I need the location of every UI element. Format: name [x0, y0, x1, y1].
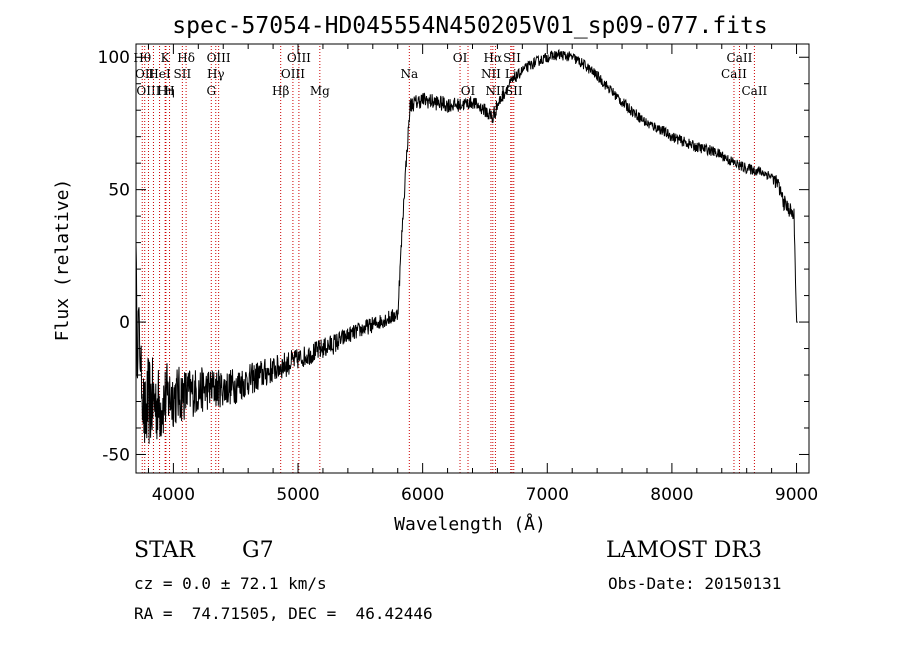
y-tick-label: 100	[98, 48, 130, 68]
line-marker-label: SII	[174, 67, 192, 81]
redshift-cz: cz = 0.0 ± 72.1 km/s	[134, 574, 327, 593]
line-marker-label: OIII	[136, 84, 160, 98]
line-marker-label: OIII	[287, 51, 311, 65]
y-tick-label: 0	[119, 313, 130, 333]
survey-name: LAMOST DR3	[606, 538, 762, 563]
object-subclass: G7	[242, 538, 274, 563]
line-marker-label: Hδ	[177, 51, 195, 65]
obs-date: Obs-Date: 20150131	[608, 574, 782, 593]
line-marker-label: H	[164, 84, 174, 98]
x-tick-label: 9000	[775, 485, 818, 505]
x-tick-label: 7000	[526, 485, 569, 505]
line-marker-label: NII	[485, 84, 505, 98]
ra-dec: RA = 74.71505, DEC = 46.42446	[134, 604, 433, 623]
line-marker-label: HeI	[148, 67, 171, 81]
x-tick-label: 5000	[276, 485, 319, 505]
object-class: STAR	[134, 538, 195, 563]
line-marker-label: G	[206, 84, 216, 98]
x-tick-label: 8000	[650, 485, 693, 505]
line-marker-label: Li	[505, 67, 517, 81]
flux-series	[135, 48, 798, 444]
y-axis-label: Flux (relative)	[52, 179, 73, 342]
y-tick-label: 50	[108, 181, 130, 201]
line-marker-label: Hα	[484, 51, 503, 65]
line-marker-label: OI	[461, 84, 476, 98]
line-marker-label: Hγ	[207, 67, 225, 81]
line-marker-label: Na	[400, 67, 418, 81]
line-marker-label: OI	[453, 51, 468, 65]
axis-ticks: 4000 5000 6000 7000 8000 9000 -50 0 50 100	[98, 44, 818, 505]
line-marker-label: SII	[505, 84, 523, 98]
line-marker-label: Hβ	[272, 84, 289, 98]
line-marker-label: NII	[481, 67, 501, 81]
line-marker-label: OII	[135, 67, 155, 81]
line-marker-label: SII	[503, 51, 521, 65]
line-marker-label: CaII	[741, 84, 767, 98]
line-marker-label: Hθ	[133, 51, 151, 65]
x-tick-label: 4000	[152, 485, 195, 505]
chart-title: spec-57054-HD045554N450205V01_sp09-077.f…	[172, 13, 767, 39]
x-tick-label: 6000	[401, 485, 444, 505]
x-axis-label: Wavelength (Å)	[394, 513, 546, 535]
line-marker-label: OIII	[207, 51, 231, 65]
line-marker-label: CaII	[721, 67, 747, 81]
line-marker-label: Hη	[157, 84, 175, 98]
line-marker-label: OIII	[281, 67, 305, 81]
y-tick-label: -50	[102, 445, 130, 465]
line-markers: HθOIIOIIIHeIKHηHSIIHδGHγOIIIHβOIIIOIIIMg…	[133, 46, 768, 473]
line-marker-label: CaII	[727, 51, 753, 65]
flux-line	[135, 48, 798, 444]
line-marker-label: Mg	[310, 84, 330, 98]
